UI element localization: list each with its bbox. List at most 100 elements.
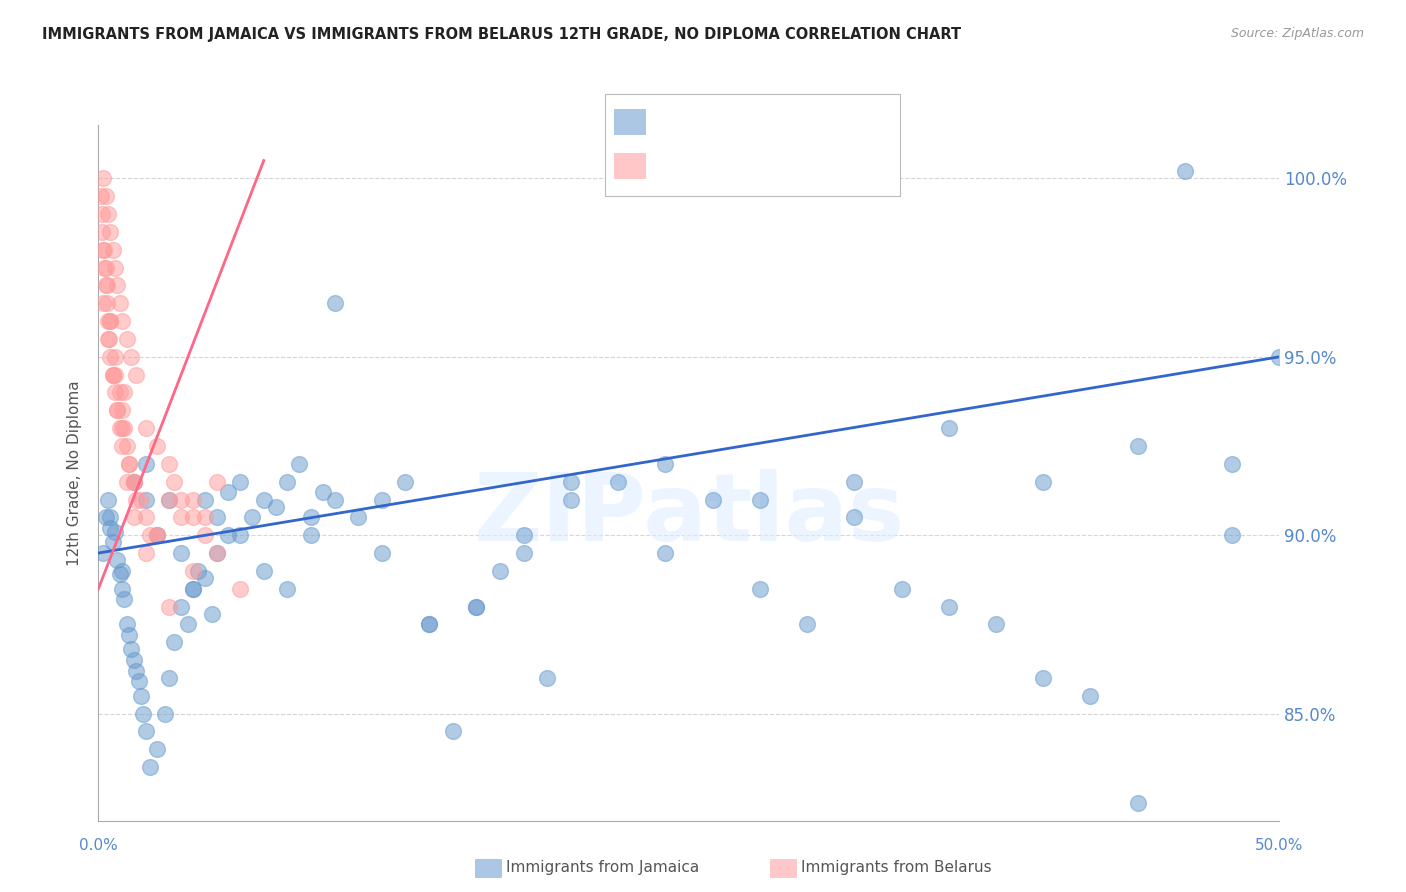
Point [163, 635, 186, 649]
Point [91, 225, 114, 239]
Point [97, 492, 120, 507]
Point [938, 421, 960, 435]
Point [129, 689, 152, 703]
Point [371, 492, 394, 507]
Point [101, 368, 124, 382]
Point [512, 528, 534, 542]
Point [115, 475, 138, 489]
Point [177, 617, 200, 632]
Text: ZIPatlas: ZIPatlas [474, 468, 904, 560]
Point [105, 278, 128, 293]
Point [253, 492, 276, 507]
Point [371, 546, 394, 560]
Point [323, 296, 346, 310]
Point [104, 260, 127, 275]
Point [229, 582, 252, 596]
Text: Immigrants from Belarus: Immigrants from Belarus [801, 861, 993, 875]
Point [157, 671, 180, 685]
Point [121, 350, 143, 364]
Point [1174, 164, 1197, 178]
Point [1080, 689, 1102, 703]
Point [132, 706, 155, 721]
Point [1032, 671, 1054, 685]
Point [1126, 439, 1149, 453]
Point [101, 243, 124, 257]
Point [560, 492, 582, 507]
Point [607, 475, 630, 489]
Point [465, 599, 488, 614]
Point [181, 582, 204, 596]
Point [312, 485, 335, 500]
Text: 50.0%: 50.0% [1256, 838, 1303, 854]
Text: Immigrants from Jamaica: Immigrants from Jamaica [506, 861, 699, 875]
Point [115, 617, 138, 632]
Point [299, 528, 322, 542]
Point [194, 528, 217, 542]
Point [170, 546, 193, 560]
Point [111, 403, 134, 417]
Point [170, 510, 193, 524]
Point [181, 564, 204, 578]
Point [748, 582, 770, 596]
Point [135, 492, 157, 507]
Point [98, 350, 121, 364]
Point [441, 724, 464, 739]
Point [157, 457, 180, 471]
Point [111, 314, 134, 328]
Point [104, 524, 127, 539]
Point [135, 724, 157, 739]
Point [1032, 475, 1054, 489]
Text: 0.0%: 0.0% [79, 838, 118, 854]
Point [97, 314, 120, 328]
Point [108, 567, 131, 582]
Point [111, 439, 134, 453]
Point [194, 492, 217, 507]
Point [844, 510, 866, 524]
Point [796, 617, 818, 632]
Point [560, 475, 582, 489]
Point [94, 278, 117, 293]
Point [984, 617, 1007, 632]
Point [104, 385, 127, 400]
Point [181, 510, 204, 524]
Point [748, 492, 770, 507]
Point [201, 607, 224, 621]
Point [1220, 457, 1243, 471]
Point [181, 582, 204, 596]
Point [205, 546, 228, 560]
Point [104, 368, 127, 382]
Point [125, 368, 148, 382]
Point [347, 510, 370, 524]
Point [94, 260, 117, 275]
Point [118, 457, 141, 471]
Point [98, 510, 121, 524]
Point [1126, 796, 1149, 810]
Point [217, 485, 239, 500]
Point [112, 421, 135, 435]
Point [1220, 528, 1243, 542]
Point [91, 207, 114, 221]
Point [146, 439, 169, 453]
Point [96, 296, 118, 310]
Point [418, 617, 440, 632]
Point [163, 475, 186, 489]
Point [111, 582, 134, 596]
Point [105, 403, 128, 417]
Text: R = 0.268   N = 73: R = 0.268 N = 73 [654, 154, 824, 172]
Point [146, 528, 169, 542]
Point [512, 546, 534, 560]
Point [157, 492, 180, 507]
Point [111, 564, 134, 578]
Point [104, 350, 127, 364]
Point [157, 492, 180, 507]
Point [536, 671, 558, 685]
Point [122, 510, 145, 524]
Point [170, 599, 193, 614]
Point [112, 385, 135, 400]
Point [938, 599, 960, 614]
Point [465, 599, 488, 614]
Point [890, 582, 912, 596]
Point [97, 207, 120, 221]
Point [98, 332, 121, 346]
Point [128, 674, 150, 689]
